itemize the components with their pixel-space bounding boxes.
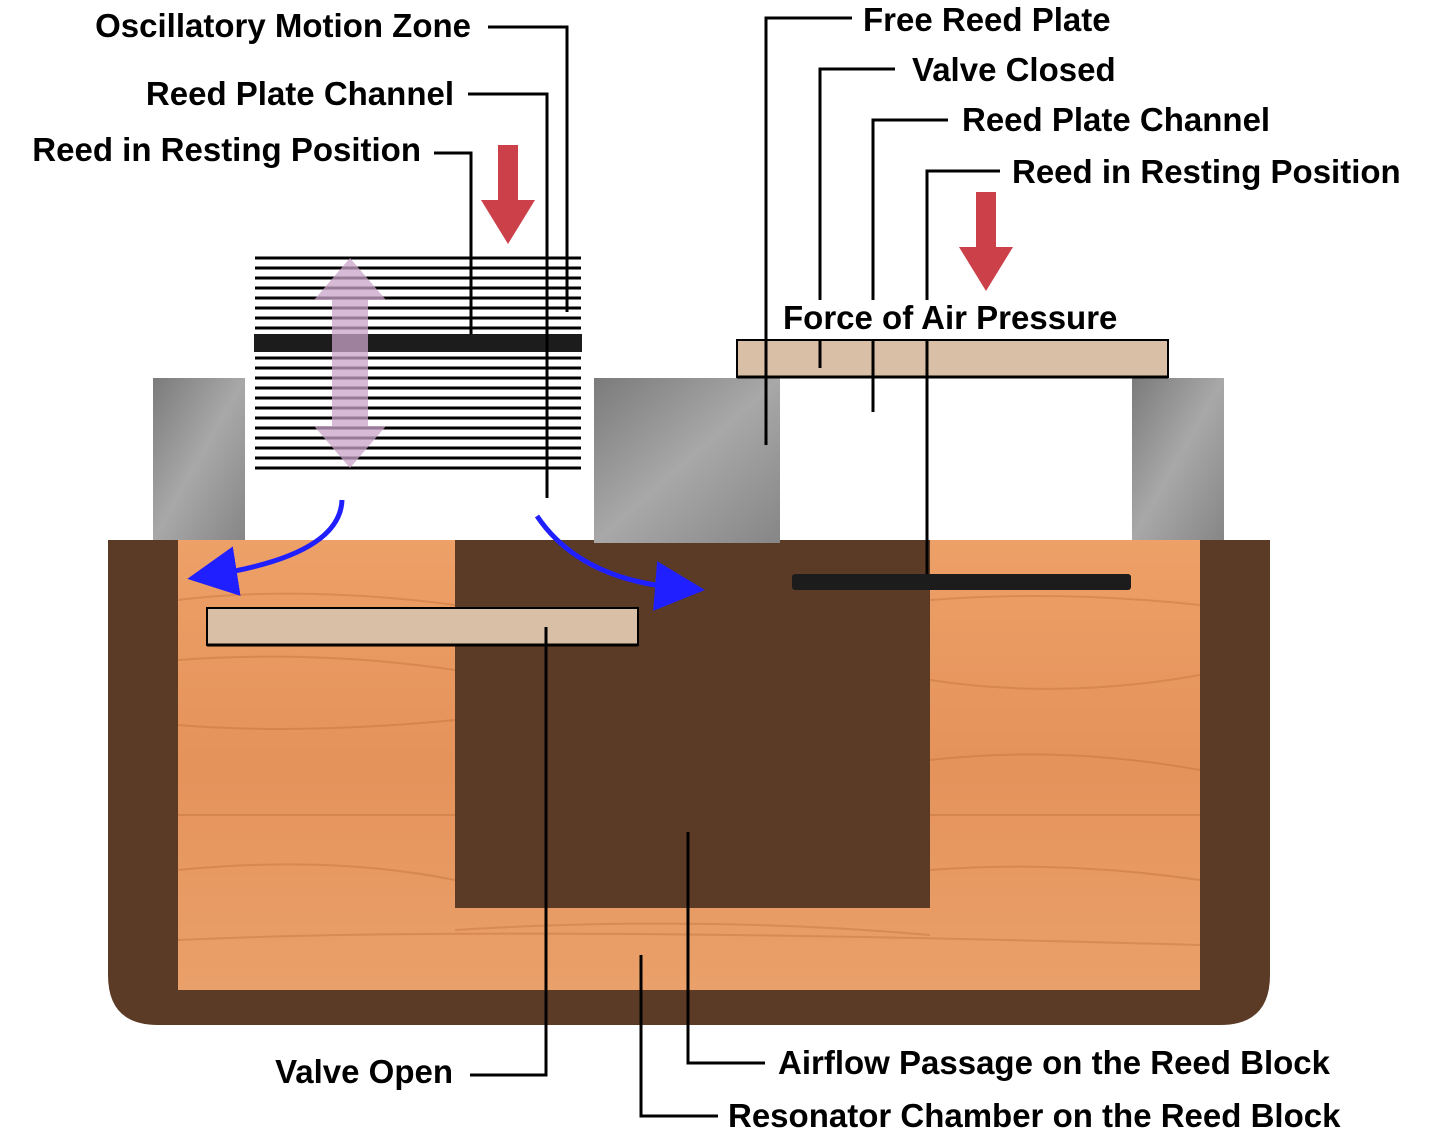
pressure-arrow-right — [959, 192, 1013, 291]
pressure-arrow-left — [481, 145, 535, 244]
airflow-arrow-left — [187, 499, 345, 596]
oscillation-arrow — [314, 258, 386, 468]
valve-closed-strip — [736, 339, 1169, 378]
metal-block-left — [153, 378, 245, 540]
resonator-chamber-body — [178, 540, 1200, 990]
reed-left — [254, 334, 582, 352]
valve-open-strip — [206, 607, 639, 646]
airflow-arrow-right — [534, 514, 705, 611]
wood-grain — [177, 592, 1201, 946]
label-oscillatory-motion-zone: Oscillatory Motion Zone — [95, 7, 471, 44]
label-airflow-passage: Airflow Passage on the Reed Block — [778, 1044, 1330, 1081]
reed-right — [792, 574, 1131, 590]
label-reed-plate-channel-right: Reed Plate Channel — [962, 101, 1271, 138]
oscillatory-motion-lines — [255, 256, 581, 470]
leader-lines — [434, 16, 1000, 1118]
label-force-of-air-pressure: Force of Air Pressure — [783, 299, 1118, 336]
label-reed-plate-channel-left: Reed Plate Channel — [145, 75, 454, 112]
metal-block-right — [1132, 378, 1224, 540]
metal-block-center — [594, 378, 780, 543]
label-reed-resting-right: Reed in Resting Position — [1012, 153, 1401, 190]
label-reed-resting-left: Reed in Resting Position — [32, 131, 421, 168]
label-valve-open: Valve Open — [275, 1053, 453, 1090]
label-resonator-chamber: Resonator Chamber on the Reed Block — [728, 1097, 1341, 1134]
label-valve-closed: Valve Closed — [912, 51, 1116, 88]
label-free-reed-plate: Free Reed Plate — [863, 1, 1111, 38]
